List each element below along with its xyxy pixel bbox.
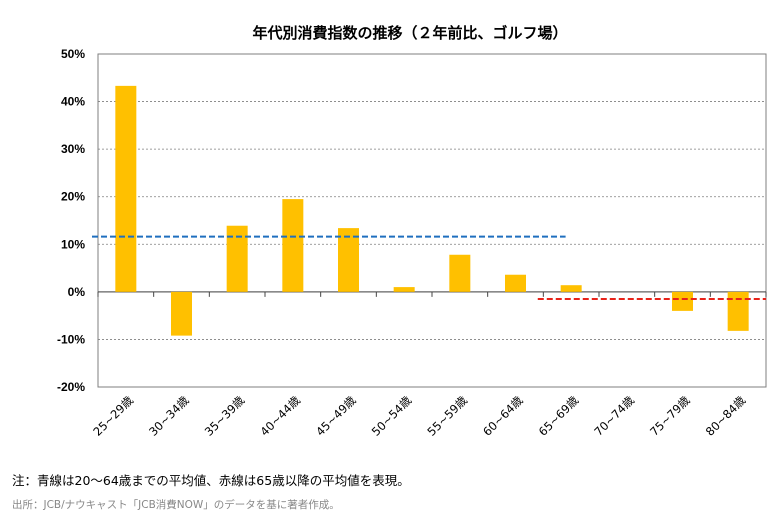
source-credit: 出所：JCB/ナウキャスト「JCB消費NOW」のデータを基に著者作成。 [12, 499, 340, 511]
grid [97, 53, 767, 388]
x-tick-label: 45~49歳 [313, 393, 359, 439]
bar [393, 287, 415, 292]
y-tick-label: -20% [57, 380, 85, 394]
x-tick-label: 40~44歳 [257, 393, 303, 439]
bar [727, 291, 749, 331]
bar [672, 291, 693, 311]
bar [560, 285, 582, 292]
x-tick-label: 75~79歳 [647, 393, 693, 439]
bar [226, 225, 248, 292]
y-tick-label: -10% [57, 332, 85, 346]
x-tick-label: 30~34歳 [146, 393, 192, 439]
x-tick-label: 70~74歳 [591, 393, 637, 439]
bars [115, 85, 749, 336]
y-tick-label: 30% [61, 142, 85, 156]
x-tick-label: 50~54歳 [369, 393, 415, 439]
x-tick-label: 60~64歳 [480, 393, 526, 439]
x-tick-label: 25~29歳 [90, 393, 136, 439]
chart-note: 注：青線は20〜64歳までの平均値、赤線は65歳以降の平均値を表現。 [12, 473, 410, 488]
y-tick-label: 0% [68, 285, 86, 299]
y-tick-label: 40% [61, 95, 85, 109]
plot-frame [97, 53, 767, 388]
reference-lines [92, 235, 766, 300]
bar [338, 228, 359, 292]
bar [449, 254, 471, 292]
x-axis: 25~29歳 30~34歳 35~39歳 40~44歳 45~49歳 50~54歳 55~5… [90, 393, 748, 439]
bar [282, 199, 304, 292]
x-tick-label: 65~69歳 [536, 393, 582, 439]
x-tick-label: 80~84歳 [703, 393, 749, 439]
y-tick-label: 20% [61, 190, 85, 204]
x-tick-label: 35~39歳 [202, 393, 248, 439]
bar [505, 274, 526, 292]
x-tick-label: 55~59歳 [424, 393, 470, 439]
chart-title: 年代別消費指数の推移（２年前比、ゴルフ場） [252, 24, 567, 42]
y-tick-label: 10% [61, 237, 85, 251]
y-tick-label: 50% [61, 47, 85, 61]
y-axis: -20% -10% 0% 10% 20% 30% 40% 50% [57, 47, 85, 394]
bar [115, 85, 137, 292]
bar [171, 291, 192, 336]
